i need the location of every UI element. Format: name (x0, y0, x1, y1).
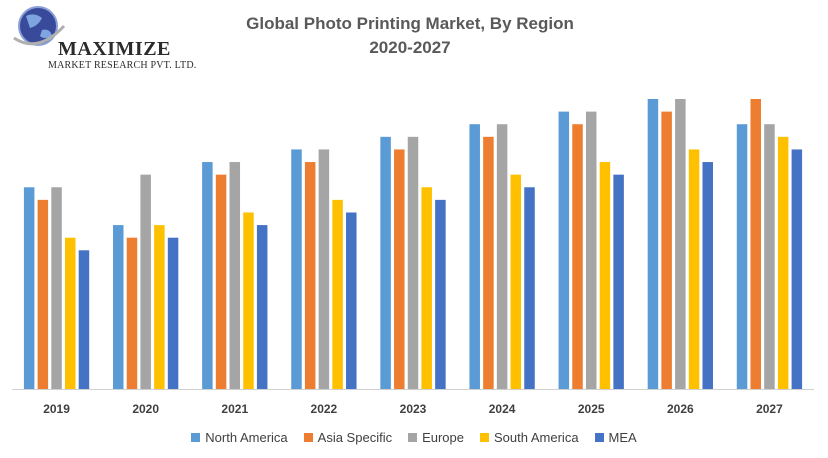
bar-asia-specific-2026 (661, 111, 672, 389)
legend-swatch (594, 433, 604, 442)
x-tick-label: 2021 (221, 402, 248, 416)
bar-mea-2022 (346, 212, 357, 389)
bar-europe-2022 (318, 149, 330, 389)
bar-mea-2020 (167, 237, 179, 389)
legend-label: North America (205, 430, 288, 445)
logo-name: MAXIMIZE (58, 38, 171, 60)
bar-europe-2027 (764, 124, 775, 389)
bar-mea-2021 (256, 225, 268, 389)
bar-south-america-2027 (777, 136, 789, 389)
bar-north-america-2023 (380, 136, 391, 389)
chart-legend: North America Asia Specific Europe South Am… (0, 430, 828, 445)
globe-icon (13, 6, 66, 46)
bar-mea-2019 (78, 250, 90, 389)
bar-south-america-2020 (154, 225, 165, 389)
chart-subtitle: 2020-2027 (369, 38, 451, 57)
bar-north-america-2025 (558, 111, 570, 389)
bar-mea-2024 (524, 187, 535, 389)
bar-mea-2027 (791, 149, 803, 389)
bar-asia-specific-2025 (572, 124, 583, 389)
bar-asia-specific-2024 (483, 136, 494, 389)
bar-mea-2026 (702, 162, 713, 389)
bar-south-america-2021 (243, 212, 254, 389)
x-tick-label: 2024 (489, 402, 516, 416)
legend-swatch (480, 433, 489, 442)
x-tick-label: 2022 (311, 402, 338, 416)
chart-title-block: Global Photo Printing Market, By Region … (190, 12, 630, 60)
legend-label: South America (494, 430, 579, 445)
x-tick-label: 2023 (400, 402, 427, 416)
bar-asia-specific-2019 (37, 199, 49, 389)
bar-mea-2023 (435, 199, 446, 389)
bar-europe-2021 (229, 162, 241, 389)
legend-label: Asia Specific (317, 430, 393, 445)
legend-item: South America (480, 430, 579, 445)
legend-swatch (191, 433, 201, 442)
bar-europe-2019 (51, 187, 62, 389)
bar-north-america-2022 (291, 149, 302, 389)
legend-label: MEA (608, 430, 637, 445)
bar-south-america-2025 (599, 162, 611, 389)
bar-south-america-2023 (421, 187, 432, 389)
chart-title: Global Photo Printing Market, By Region (246, 14, 574, 33)
bar-north-america-2021 (202, 162, 213, 389)
legend-item: Asia Specific (303, 430, 393, 445)
bar-asia-specific-2027 (750, 99, 761, 389)
bar-europe-2020 (140, 174, 151, 389)
bar-north-america-2027 (736, 124, 748, 389)
bar-europe-2025 (585, 111, 597, 389)
legend-item: MEA (594, 430, 637, 445)
bar-asia-specific-2020 (126, 237, 138, 389)
x-tick-label: 2026 (667, 402, 694, 416)
bar-asia-specific-2021 (215, 174, 227, 389)
bar-north-america-2019 (23, 187, 35, 389)
company-logo: MAXIMIZE MARKET RESEARCH PVT. LTD. (8, 4, 198, 74)
bar-south-america-2022 (332, 199, 343, 389)
bar-north-america-2026 (647, 99, 659, 389)
bar-asia-specific-2022 (304, 162, 316, 389)
bar-asia-specific-2023 (394, 149, 405, 389)
bar-europe-2023 (407, 136, 419, 389)
bar-north-america-2020 (113, 225, 124, 389)
bar-south-america-2024 (510, 174, 522, 389)
bar-europe-2024 (496, 124, 508, 389)
x-tick-label: 2019 (43, 402, 70, 416)
bar-europe-2026 (675, 99, 686, 389)
bar-north-america-2024 (469, 124, 480, 389)
legend-swatch (408, 433, 418, 442)
x-tick-label: 2020 (132, 402, 159, 416)
bar-south-america-2026 (688, 149, 700, 389)
x-tick-label: 2025 (578, 402, 605, 416)
legend-swatch (303, 433, 313, 442)
bar-mea-2025 (613, 174, 624, 389)
logo-subtitle: MARKET RESEARCH PVT. LTD. (48, 60, 197, 71)
legend-item: Europe (408, 430, 464, 445)
legend-label: Europe (422, 430, 464, 445)
legend-item: North America (191, 430, 288, 445)
x-tick-label: 2027 (756, 402, 783, 416)
bar-south-america-2019 (65, 237, 76, 389)
